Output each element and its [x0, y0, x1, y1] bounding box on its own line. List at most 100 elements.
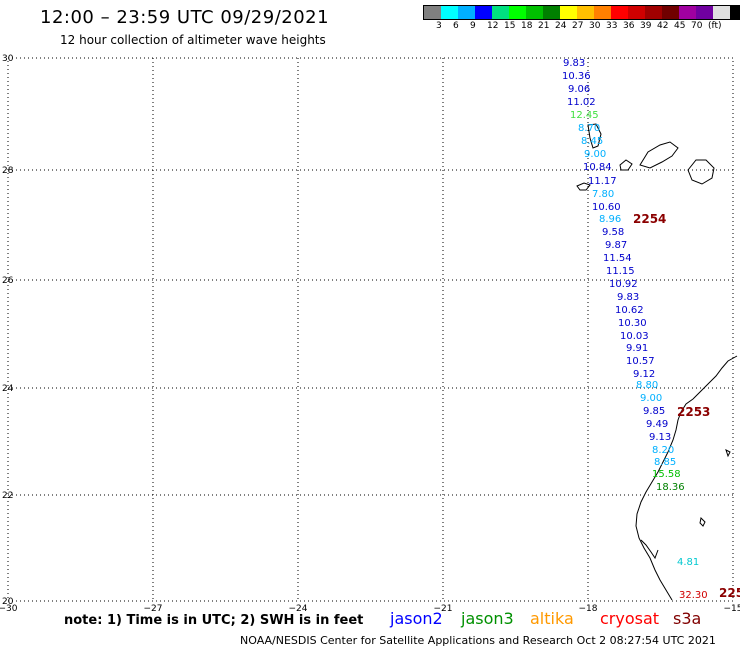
color-swatch [679, 6, 696, 19]
color-swatch [526, 6, 543, 19]
axis-tick-labels: −30 −27 −24 −21 −18 −15 30 28 26 24 22 20 [0, 54, 740, 614]
wave-height-value: 7.80 [592, 189, 615, 200]
wave-height-value: 10.60 [592, 202, 621, 213]
coastline [576, 123, 738, 601]
color-scale-bar [423, 5, 740, 20]
wave-height-value: 10.03 [620, 331, 649, 342]
pass-time-label: 225 [719, 586, 740, 600]
color-swatch [492, 6, 509, 19]
coast-inlet [640, 539, 659, 560]
color-scale-label: 21 [538, 21, 550, 31]
wave-height-value: 10.62 [615, 305, 644, 316]
wave-height-value: 9.13 [649, 432, 672, 443]
map-frame [7, 57, 734, 602]
wave-height-value: 11.02 [567, 97, 596, 108]
la-palma-island [587, 123, 602, 149]
wave-height-value: 10.36 [562, 71, 591, 82]
lon-tick-label: −30 [0, 604, 18, 614]
lat-tick-label: 26 [2, 276, 14, 286]
color-scale-label: 39 [640, 21, 652, 31]
color-scale-label: (ft) [708, 21, 722, 31]
wave-height-value: 9.85 [643, 406, 666, 417]
wave-height-value: 18.36 [656, 482, 685, 493]
wave-height-value: 11.54 [603, 253, 632, 264]
lon-tick-label: −24 [289, 604, 308, 614]
color-swatch [645, 6, 662, 19]
color-scale-label: 27 [572, 21, 584, 31]
wave-height-value: 9.87 [605, 240, 628, 251]
wave-height-value: 11.17 [588, 176, 617, 187]
lat-tick-label: 20 [2, 597, 14, 607]
color-swatch [543, 6, 560, 19]
lat-tick-label: 22 [2, 491, 13, 501]
lat-tick-label: 28 [2, 166, 14, 176]
tenerife-island [639, 141, 679, 169]
map-subtitle: 12 hour collection of altimeter wave hei… [60, 33, 326, 47]
hierro-island [576, 182, 591, 191]
color-scale-label: 30 [589, 21, 601, 31]
lon-tick-label: −27 [144, 604, 163, 614]
wave-height-value: 11.15 [606, 266, 635, 277]
pass-time-label: 2254 [633, 212, 667, 226]
lon-tick-label: −18 [579, 604, 598, 614]
lon-tick-label: −15 [724, 604, 740, 614]
wave-height-value: 8.96 [599, 214, 622, 225]
gomera-island [619, 159, 633, 171]
lon-tick-label: −21 [434, 604, 453, 614]
lat-lon-grid [7, 57, 734, 602]
color-swatch [424, 6, 441, 19]
wave-height-value: 9.00 [584, 149, 607, 160]
color-swatch [628, 6, 645, 19]
wave-height-value: 10.30 [618, 318, 647, 329]
wave-height-value: 9.58 [602, 227, 625, 238]
color-swatch [458, 6, 475, 19]
wave-height-value: 9.91 [626, 343, 649, 354]
color-scale-label: 42 [657, 21, 669, 31]
footer-note: note: 1) Time is in UTC; 2) SWH is in fe… [64, 613, 364, 628]
color-scale-label: 9 [470, 21, 476, 31]
color-swatch [594, 6, 611, 19]
wave-height-value: 10.84 [583, 162, 612, 173]
color-swatch [713, 6, 730, 19]
color-scale-label: 3 [436, 21, 442, 31]
color-swatch [662, 6, 679, 19]
color-scale-label: 45 [674, 21, 686, 31]
african-coast [635, 355, 738, 601]
wave-height-value: 9.12 [633, 369, 656, 380]
color-swatch [611, 6, 628, 19]
satellite-cryosat: cryosat [600, 609, 660, 628]
satellite-altika: altika [530, 609, 574, 628]
color-scale-label: 24 [555, 21, 567, 31]
lat-tick-label: 24 [2, 384, 14, 394]
wave-height-value: 9.00 [640, 393, 663, 404]
color-scale-label: 6 [453, 21, 459, 31]
color-swatch [730, 6, 740, 19]
wave-height-value: 8.85 [654, 457, 677, 468]
wave-height-value: 8.20 [652, 445, 675, 456]
pass-time-label: 2253 [677, 405, 711, 419]
coast-point [725, 449, 731, 458]
gran-canaria-island [687, 159, 715, 185]
lat-tick-label: 30 [2, 54, 14, 64]
color-swatch [560, 6, 577, 19]
color-swatch [577, 6, 594, 19]
color-swatch [441, 6, 458, 19]
map-title: 12:00 – 23:59 UTC 09/29/2021 [40, 7, 330, 28]
color-scale-label: 18 [521, 21, 533, 31]
satellite-jason2: jason2 [390, 609, 443, 628]
wave-height-value: 8.80 [636, 380, 659, 391]
wave-height-value: 8.70 [578, 123, 601, 134]
color-scale-label: 12 [487, 21, 499, 31]
wave-height-value: 9.83 [563, 58, 586, 69]
wave-height-value: 9.49 [646, 419, 669, 430]
wave-height-value: 15.58 [652, 469, 681, 480]
color-scale-label: 70 [691, 21, 703, 31]
satellite-s3a: s3a [673, 609, 702, 628]
color-swatch [509, 6, 526, 19]
wave-height-value: 10.57 [626, 356, 655, 367]
footer-credit: NOAA/NESDIS Center for Satellite Applica… [240, 634, 716, 647]
wave-height-value: 9.06 [568, 84, 591, 95]
satellite-jason3: jason3 [461, 609, 514, 628]
coast-islet [699, 516, 706, 527]
